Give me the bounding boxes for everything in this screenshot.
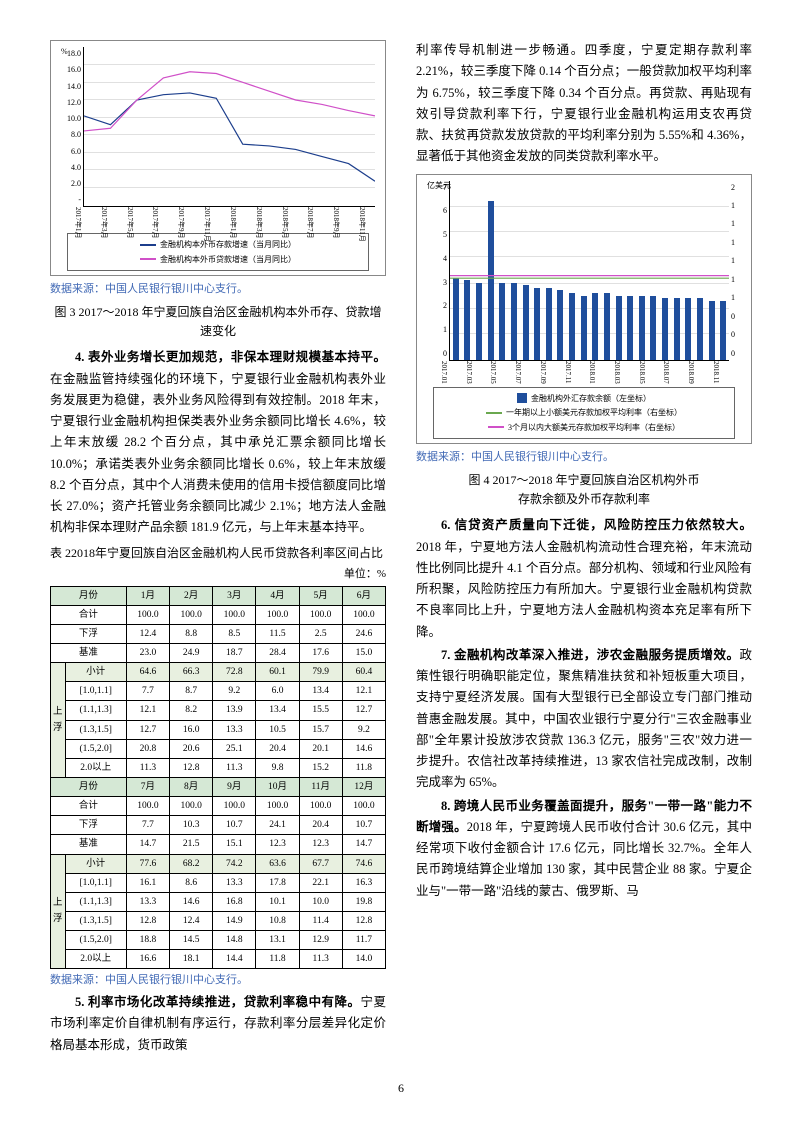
chart1-legend: 金融机构本外币存款增速（当月同比） 金融机构本外币贷款增速（当月同比） <box>67 233 369 271</box>
para-7: 7. 金融机构改革深入推进，涉农金融服务提质增效。政策性银行明确职能定位，聚焦精… <box>416 645 752 794</box>
chart2-source: 数据来源：中国人民银行银川中心支行。 <box>416 448 752 467</box>
para-top-continue: 利率传导机制进一步畅通。四季度，宁夏定期存款利率 2.21%，较三季度下降 0.… <box>416 40 752 168</box>
page-number: 6 <box>50 1078 752 1098</box>
para7-lead: 7. 金融机构改革深入推进，涉农金融服务提质增效。 <box>441 648 739 662</box>
chart2-plot <box>449 181 729 361</box>
chart2-legend: 金融机构外汇存款余额（左坐标） 一年期以上小额美元存款加权平均利率（右坐标） 3… <box>433 387 735 440</box>
chart2-x-labels: 2017.01 2017.03 2017.05 2017.07 2017.09 … <box>449 361 729 381</box>
right-column: 利率传导机制进一步畅通。四季度，宁夏定期存款利率 2.21%，较三季度下降 0.… <box>416 40 752 1058</box>
para6-lead: 6. 信贷资产质量向下迁徙，风险防控压力依然较大。 <box>441 518 752 532</box>
table-unit: 单位：% <box>50 565 386 584</box>
rate-table: 月份1月2月3月4月5月6月 合计100.0100.0100.0100.0100… <box>50 586 386 970</box>
para-5: 5. 利率市场化改革持续推进，贷款利率稳中有降。宁夏市场利率定价自律机制有序运行… <box>50 992 386 1056</box>
para6-body: 2018 年，宁夏地方法人金融机构流动性合理充裕，年末流动性比例同比提升 4.1… <box>416 540 752 639</box>
chart-2-container: 亿美元 7 6 5 4 3 2 1 0 2 1 1 1 1 1 <box>416 174 752 445</box>
chart2-caption: 图 4 2017～2018 年宁夏回族自治区机构外币 存款余额及外币存款利率 <box>416 471 752 509</box>
para5-lead: 5. 利率市场化改革持续推进，贷款利率稳中有降。 <box>75 995 361 1009</box>
chart1-y-axis: 18.0 16.0 14.0 12.0 10.0 8.0 6.0 4.0 2.0… <box>57 47 81 207</box>
chart1-source: 数据来源：中国人民银行银川中心支行。 <box>50 280 386 299</box>
table-source: 数据来源：中国人民银行银川中心支行。 <box>50 971 386 990</box>
two-column-layout: % 18.0 16.0 14.0 12.0 10.0 8.0 6.0 4.0 2… <box>50 40 752 1058</box>
chart1-x-labels: 2017年1月 2017年3月 2017年5月 2017年7月 2017年9月 … <box>83 207 375 227</box>
left-column: % 18.0 16.0 14.0 12.0 10.0 8.0 6.0 4.0 2… <box>50 40 386 1058</box>
chart2-y-axis: 7 6 5 4 3 2 1 0 <box>423 181 447 361</box>
para8-body: 2018 年，宁夏跨境人民币收付合计 30.6 亿元，其中经常项下收付金额合计 … <box>416 820 752 898</box>
para4-body: 在金融监管持续强化的环境下，宁夏银行业金融机构表外业务发展更为稳健，表外业务风险… <box>50 372 386 535</box>
table-caption: 表 22018年宁夏回族自治区金融机构人民币贷款各利率区间占比 <box>50 543 386 563</box>
para7-body: 政策性银行明确职能定位，聚焦精准扶贫和补短板重大项目，支持宁夏经济发展。国有大型… <box>416 648 752 790</box>
chart-1-container: % 18.0 16.0 14.0 12.0 10.0 8.0 6.0 4.0 2… <box>50 40 386 276</box>
chart1-plot <box>83 47 375 207</box>
chart2-svg <box>450 181 729 360</box>
chart1-caption: 图 3 2017～2018 年宁夏回族自治区金融机构本外币存、贷款增速变化 <box>50 303 386 341</box>
chart2-y-axis-right: 2 1 1 1 1 1 1 0 0 0 <box>731 181 745 361</box>
para-6: 6. 信贷资产质量向下迁徙，风险防控压力依然较大。 2018 年，宁夏地方法人金融… <box>416 515 752 643</box>
para-8: 8. 跨境人民币业务覆盖面提升，服务"一带一路"能力不断增强。2018 年，宁夏… <box>416 796 752 902</box>
para4-lead: 4. 表外业务增长更加规范，非保本理财规模基本持平。 <box>75 350 386 364</box>
para-4: 4. 表外业务增长更加规范，非保本理财规模基本持平。在金融监管持续强化的环境下，… <box>50 347 386 538</box>
chart1-svg <box>84 47 375 206</box>
